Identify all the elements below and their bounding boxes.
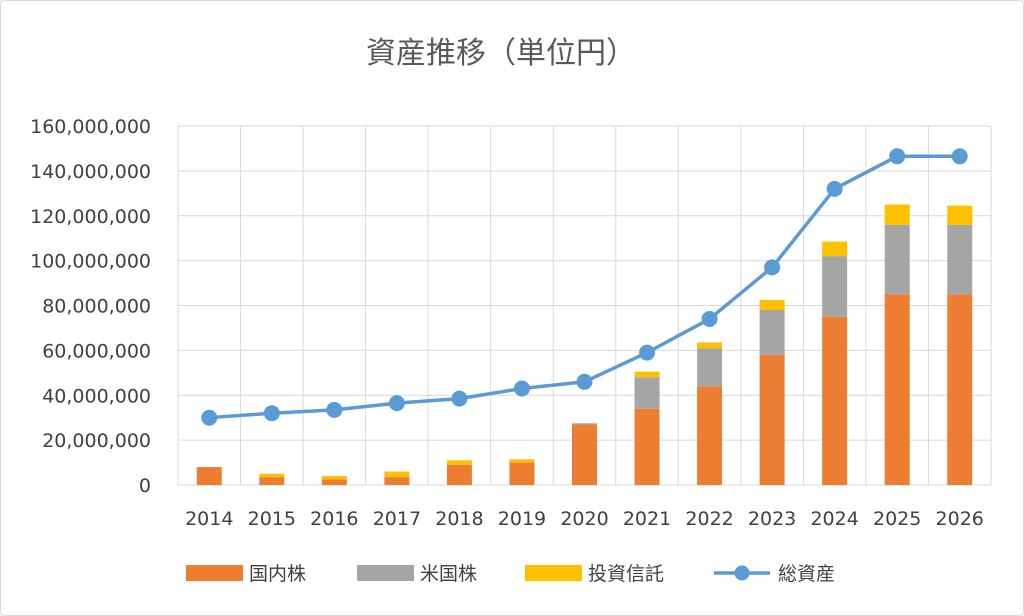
line-point [826, 180, 843, 197]
x-tick-label: 2023 [748, 508, 796, 530]
x-tick-label: 2014 [185, 508, 233, 530]
gridlines [177, 125, 992, 486]
legend-label: 米国株 [420, 563, 477, 585]
line-point [764, 259, 781, 276]
bar-segment [384, 477, 410, 485]
legend: 国内株 米国株 投資信託 総資産 [186, 563, 835, 585]
bar-segment [572, 424, 597, 485]
y-tick-label: 120,000,000 [30, 206, 151, 228]
bar-segment [947, 224, 973, 295]
x-tick-label: 2019 [498, 508, 546, 530]
bar-segment [634, 371, 660, 378]
bar-segment [259, 473, 285, 478]
x-tick-label: 2026 [936, 508, 984, 530]
legend-label: 総資産 [778, 563, 835, 585]
x-tick-label: 2025 [873, 508, 921, 530]
bar-segment [509, 462, 535, 485]
legend-swatch [186, 565, 243, 581]
line-point [639, 344, 656, 361]
legend-swatch [525, 565, 582, 581]
line-point [701, 310, 718, 327]
y-tick-label: 60,000,000 [42, 340, 151, 362]
bar-segment [822, 256, 848, 317]
bar-segment [321, 476, 347, 480]
line-point [513, 380, 530, 397]
x-tick-label: 2017 [373, 508, 421, 530]
x-tick-label: 2015 [248, 508, 296, 530]
bar-segment [509, 459, 535, 463]
line-point [889, 148, 906, 165]
y-tick-label: 160,000,000 [30, 116, 151, 138]
bar-segment [884, 204, 910, 225]
line-point [388, 395, 405, 412]
y-tick-label: 40,000,000 [42, 385, 151, 407]
bar-segment [321, 479, 347, 485]
bar-segment [759, 354, 785, 485]
legend-swatch [357, 565, 414, 581]
bar-segment [697, 348, 723, 387]
y-tick-label: 140,000,000 [30, 161, 151, 183]
bar-segment [572, 423, 597, 425]
bars [196, 204, 973, 485]
x-tick-label: 2018 [435, 508, 483, 530]
bar-segment [196, 467, 222, 485]
bar-segment [947, 205, 973, 225]
total-assets-line [201, 148, 968, 426]
legend-marker [734, 565, 750, 581]
bar-segment [884, 224, 910, 295]
line-point [576, 373, 593, 390]
line-point [201, 409, 218, 426]
bar-segment [384, 471, 410, 478]
bar-segment [697, 342, 723, 349]
y-tick-label: 80,000,000 [42, 296, 151, 318]
y-axis-ticks: 0 20,000,000 40,000,000 60,000,000 80,000,00… [30, 116, 151, 497]
bar-segment [259, 477, 285, 485]
bar-segment [446, 464, 472, 485]
chart-title: 資産推移（単位円） [366, 36, 636, 71]
bar-segment [759, 299, 785, 310]
y-tick-label: 20,000,000 [42, 430, 151, 452]
x-axis-ticks: 2014 2015 2016 2017 2018 2019 2020 2021 2022 2023… [185, 508, 984, 530]
x-tick-label: 2022 [685, 508, 733, 530]
legend-label: 投資信託 [588, 563, 664, 585]
y-tick-label: 100,000,000 [30, 251, 151, 273]
x-tick-label: 2021 [623, 508, 671, 530]
legend-label: 国内株 [249, 563, 306, 585]
bar-segment [634, 408, 660, 485]
y-tick-label: 0 [139, 475, 151, 497]
bar-segment [822, 241, 848, 257]
line-point [263, 405, 280, 422]
x-tick-label: 2020 [560, 508, 608, 530]
bar-segment [884, 294, 910, 485]
x-tick-label: 2024 [810, 508, 858, 530]
x-tick-label: 2016 [310, 508, 358, 530]
bar-segment [446, 460, 472, 465]
bar-segment [634, 377, 660, 409]
bar-segment [822, 316, 848, 485]
bar-segment [697, 386, 723, 485]
line-point [326, 401, 343, 418]
bar-segment [947, 294, 973, 485]
bar-segment [759, 309, 785, 355]
line-point [451, 390, 468, 407]
line-point [951, 148, 968, 165]
